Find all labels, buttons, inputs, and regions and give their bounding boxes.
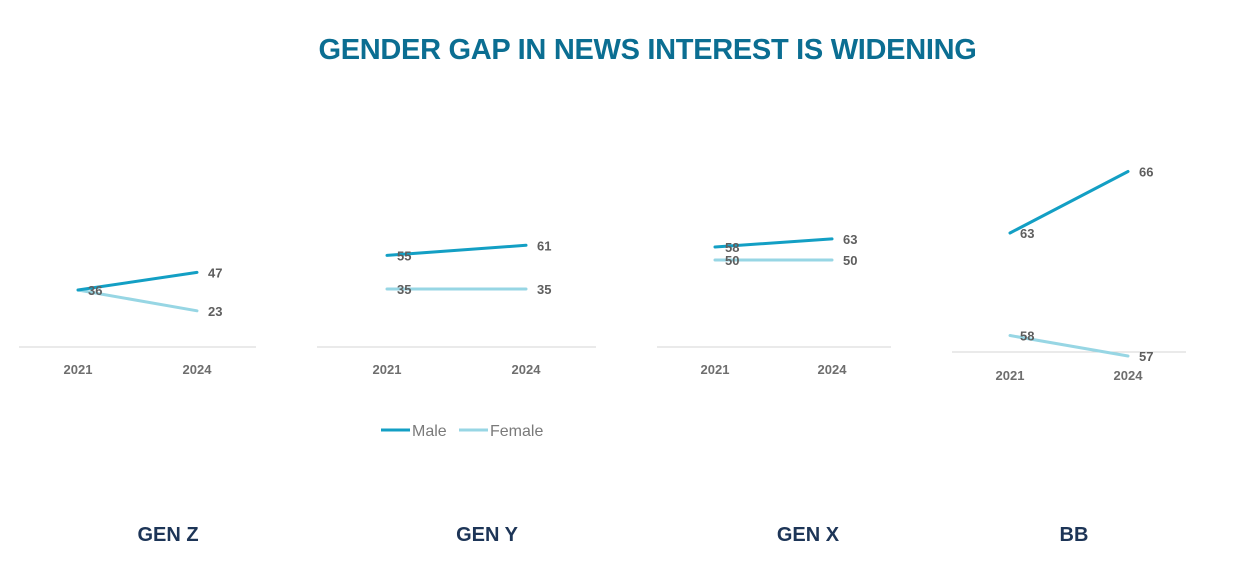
chart-title: GENDER GAP IN NEWS INTEREST IS WIDENING bbox=[318, 34, 977, 66]
male-value-label: 66 bbox=[1139, 165, 1153, 180]
panel-title: GEN Z bbox=[137, 524, 198, 546]
x-tick-label: 2024 bbox=[183, 362, 213, 377]
x-tick-label: 2024 bbox=[1114, 368, 1144, 383]
male-value-label: 36 bbox=[88, 283, 102, 298]
legend-label-female: Female bbox=[490, 423, 543, 440]
female-line bbox=[1008, 334, 1130, 358]
female-value-label: 35 bbox=[397, 282, 411, 297]
female-value-label: 58 bbox=[1020, 329, 1034, 344]
male-value-label: 61 bbox=[537, 238, 551, 253]
female-value-label: 50 bbox=[725, 253, 739, 268]
x-tick-label: 2021 bbox=[373, 362, 402, 377]
male-value-label: 63 bbox=[1020, 226, 1034, 241]
x-tick-label: 2024 bbox=[512, 362, 542, 377]
female-value-label: 57 bbox=[1139, 349, 1153, 364]
male-line bbox=[713, 237, 834, 249]
panel-title: GEN X bbox=[777, 524, 840, 546]
male-line bbox=[385, 243, 528, 257]
female-value-label: 35 bbox=[537, 282, 551, 297]
male-value-label: 63 bbox=[843, 232, 857, 247]
legend-label-male: Male bbox=[412, 423, 447, 440]
x-tick-label: 2021 bbox=[701, 362, 730, 377]
male-line bbox=[1008, 170, 1130, 235]
x-tick-label: 2024 bbox=[818, 362, 848, 377]
female-value-label: 23 bbox=[208, 304, 222, 319]
male-value-label: 58 bbox=[725, 240, 739, 255]
x-tick-label: 2021 bbox=[996, 368, 1025, 383]
female-value-label: 50 bbox=[843, 253, 857, 268]
male-value-label: 47 bbox=[208, 265, 222, 280]
panel-title: GEN Y bbox=[456, 524, 519, 546]
male-value-label: 55 bbox=[397, 248, 411, 263]
male-line bbox=[76, 270, 199, 292]
x-tick-label: 2021 bbox=[64, 362, 93, 377]
female-line bbox=[76, 288, 199, 313]
panel-title: BB bbox=[1060, 524, 1089, 546]
